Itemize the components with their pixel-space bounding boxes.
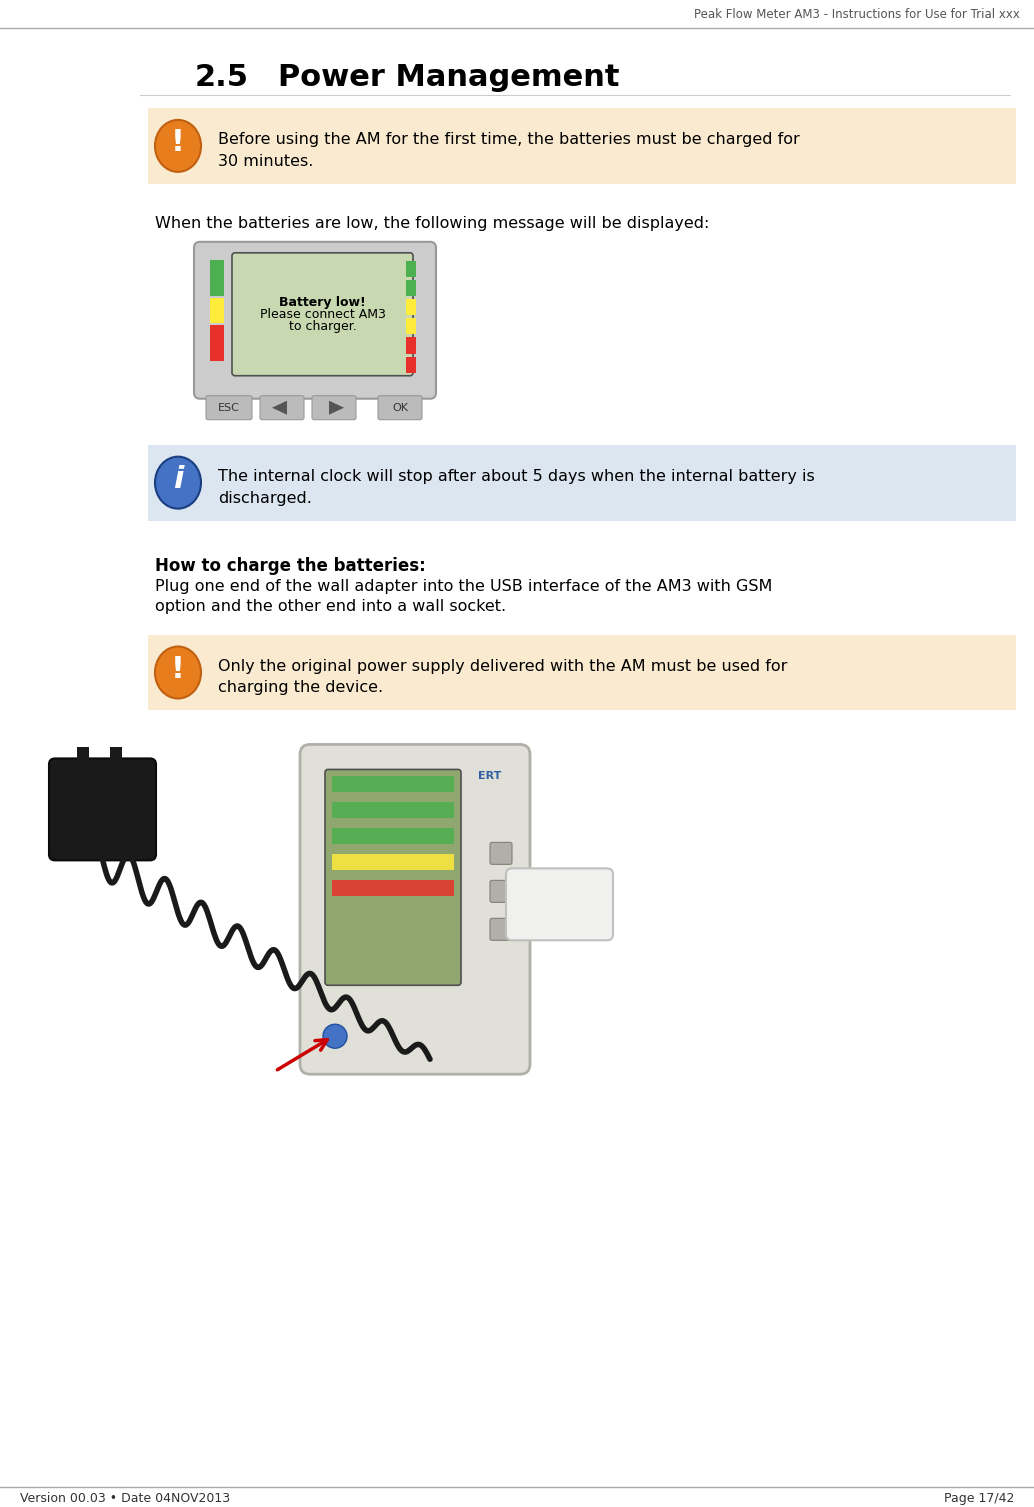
Text: Peak Flow Meter AM3 - Instructions for Use for Trial xxx: Peak Flow Meter AM3 - Instructions for U… [694,9,1020,21]
Text: Power Management: Power Management [278,63,619,92]
Ellipse shape [155,647,201,698]
Bar [332,776,454,793]
Text: !: ! [171,656,185,684]
FancyBboxPatch shape [194,241,436,399]
FancyBboxPatch shape [148,634,1016,710]
Bar [406,280,416,295]
Bar [210,259,224,295]
Text: 30 minutes.: 30 minutes. [218,154,313,169]
Text: 2.5: 2.5 [195,63,249,92]
FancyBboxPatch shape [148,445,1016,520]
Text: !: ! [171,128,185,157]
Text: Please connect AM3: Please connect AM3 [260,307,386,321]
Bar [406,338,416,354]
Text: to charger.: to charger. [288,319,357,333]
Ellipse shape [323,1025,347,1049]
Ellipse shape [155,457,201,509]
Bar [406,318,416,335]
Ellipse shape [155,121,201,172]
Polygon shape [272,401,287,414]
FancyBboxPatch shape [490,880,512,903]
Text: i: i [173,466,183,494]
FancyBboxPatch shape [506,868,613,940]
Text: ERT: ERT [479,772,501,782]
Text: When the batteries are low, the following message will be displayed:: When the batteries are low, the followin… [155,216,709,231]
Text: The internal clock will stop after about 5 days when the internal battery is: The internal clock will stop after about… [218,469,815,484]
FancyBboxPatch shape [232,253,413,375]
FancyBboxPatch shape [148,109,1016,184]
Text: Page 17/42: Page 17/42 [944,1492,1014,1505]
Bar [77,747,89,767]
Text: discharged.: discharged. [218,491,312,506]
Bar [210,298,224,322]
Bar [332,880,454,897]
Text: Version 00.03 • Date 04NOV2013: Version 00.03 • Date 04NOV2013 [20,1492,231,1505]
Text: ESC: ESC [218,402,240,413]
Bar [332,829,454,844]
Bar [210,326,224,362]
Bar [406,298,416,315]
FancyBboxPatch shape [325,770,461,986]
Polygon shape [329,401,344,414]
Bar [406,261,416,277]
FancyBboxPatch shape [49,758,156,860]
FancyBboxPatch shape [260,396,304,419]
Bar [110,747,122,767]
FancyBboxPatch shape [490,842,512,865]
Text: How to charge the batteries:: How to charge the batteries: [155,556,426,574]
Text: Only the original power supply delivered with the AM must be used for: Only the original power supply delivered… [218,659,787,674]
FancyBboxPatch shape [427,1049,445,1070]
Text: Battery low!: Battery low! [279,295,366,309]
Text: option and the other end into a wall socket.: option and the other end into a wall soc… [155,598,506,613]
Text: charging the device.: charging the device. [218,681,384,696]
Bar [406,357,416,372]
FancyBboxPatch shape [490,918,512,940]
Bar [332,854,454,871]
Text: Before using the AM for the first time, the batteries must be charged for: Before using the AM for the first time, … [218,133,799,146]
FancyBboxPatch shape [378,396,422,419]
FancyBboxPatch shape [300,744,530,1074]
Bar [332,802,454,818]
FancyBboxPatch shape [206,396,252,419]
FancyBboxPatch shape [312,396,356,419]
Text: OK: OK [392,402,408,413]
Text: Plug one end of the wall adapter into the USB interface of the AM3 with GSM: Plug one end of the wall adapter into th… [155,579,772,594]
